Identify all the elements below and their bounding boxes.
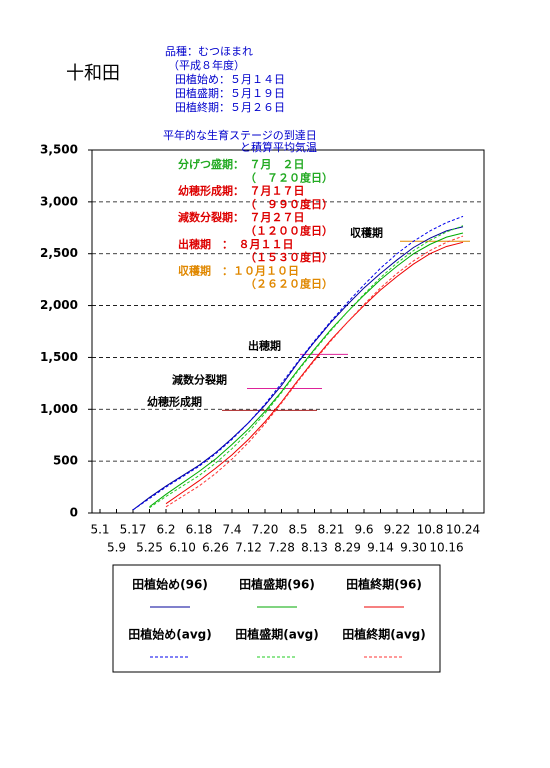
x-tick-label: 6.18 xyxy=(186,523,213,537)
subtitle-line: と積算平均気温 xyxy=(240,140,317,154)
subtitle-line: 平年的な生育ステージの到達日 xyxy=(163,128,317,142)
legend-label: 田植終期(96) xyxy=(346,577,422,592)
x-tick-label: 5.25 xyxy=(136,541,163,555)
y-tick-label: 2,500 xyxy=(40,246,78,260)
x-tick-label: 7.12 xyxy=(235,541,262,555)
info-line: （平成８年度） xyxy=(168,58,245,72)
y-tick-label: 2,000 xyxy=(40,298,78,312)
series-line xyxy=(132,226,464,511)
x-tick-label: 8.29 xyxy=(334,541,361,555)
stage-note: （２６２０度日） xyxy=(245,277,333,291)
x-tick-label: 9.22 xyxy=(384,523,411,537)
x-tick-label: 6.26 xyxy=(202,541,229,555)
stage-note: 収穫期 ：１０月１０日 xyxy=(178,263,299,277)
stage-note: 減数分裂期： ７月２７日 xyxy=(178,210,305,224)
legend-label: 田植始め(avg) xyxy=(128,627,211,642)
x-tick-label: 8.5 xyxy=(288,523,307,537)
stage-note: （１５３０度日） xyxy=(245,250,333,264)
stage-note: （１２００度日） xyxy=(245,224,333,238)
x-tick-label: 5.1 xyxy=(90,523,109,537)
legend-label: 田植盛期(96) xyxy=(239,577,315,592)
x-tick-label: 7.4 xyxy=(222,523,241,537)
info-line: 田植盛期：５月１９日 xyxy=(175,86,285,100)
series-line xyxy=(165,235,464,508)
x-tick-label: 10.8 xyxy=(417,523,444,537)
series-line xyxy=(132,215,464,511)
y-tick-label: 1,500 xyxy=(40,350,78,364)
series-line xyxy=(149,232,464,508)
stage-line-label: 収穫期 xyxy=(350,225,383,239)
y-tick-label: 0 xyxy=(70,506,78,520)
x-tick-label: 10.24 xyxy=(446,523,480,537)
stage-note: （ ７２０度日） xyxy=(245,170,333,184)
x-tick-label: 9.30 xyxy=(400,541,427,555)
y-tick-label: 3,500 xyxy=(40,143,78,157)
x-tick-label: 9.14 xyxy=(367,541,394,555)
y-tick-label: 500 xyxy=(53,454,78,468)
legend-label: 田植終期(avg) xyxy=(342,627,425,642)
plot-frame xyxy=(91,149,485,514)
stage-line-label: 減数分裂期 xyxy=(172,373,227,387)
legend-box xyxy=(112,564,441,673)
legend-label: 田植始め(96) xyxy=(132,577,208,592)
series-line xyxy=(149,225,464,509)
info-line: 品種：むつほまれ xyxy=(165,44,253,58)
station-title: 十和田 xyxy=(66,63,120,84)
stage-line-label: 出穂期 xyxy=(248,338,281,352)
series-line xyxy=(165,241,464,505)
x-tick-label: 10.16 xyxy=(429,541,463,555)
info-line: 田植終期：５月２６日 xyxy=(175,100,285,114)
x-tick-label: 9.6 xyxy=(354,523,373,537)
stage-note: 出穂期 ： ８月１１日 xyxy=(178,237,294,251)
stage-note: 幼穂形成期： ７月１７日 xyxy=(178,184,305,198)
x-tick-label: 7.28 xyxy=(268,541,295,555)
stage-line-label: 幼穂形成期 xyxy=(147,394,202,408)
x-tick-label: 5.17 xyxy=(120,523,147,537)
x-tick-label: 8.13 xyxy=(301,541,328,555)
x-tick-label: 7.20 xyxy=(252,523,279,537)
stage-note: 分げつ盛期： ７月 ２日 xyxy=(178,157,305,171)
x-tick-label: 6.2 xyxy=(156,523,175,537)
x-tick-label: 8.21 xyxy=(318,523,345,537)
legend-label: 田植盛期(avg) xyxy=(235,627,318,642)
y-tick-label: 1,000 xyxy=(40,402,78,416)
x-tick-label: 6.10 xyxy=(169,541,196,555)
info-line: 田植始め：５月１４日 xyxy=(175,72,285,86)
y-tick-label: 3,000 xyxy=(40,194,78,208)
stage-note: （ ９９０度日） xyxy=(245,197,333,211)
x-tick-label: 5.9 xyxy=(107,541,126,555)
